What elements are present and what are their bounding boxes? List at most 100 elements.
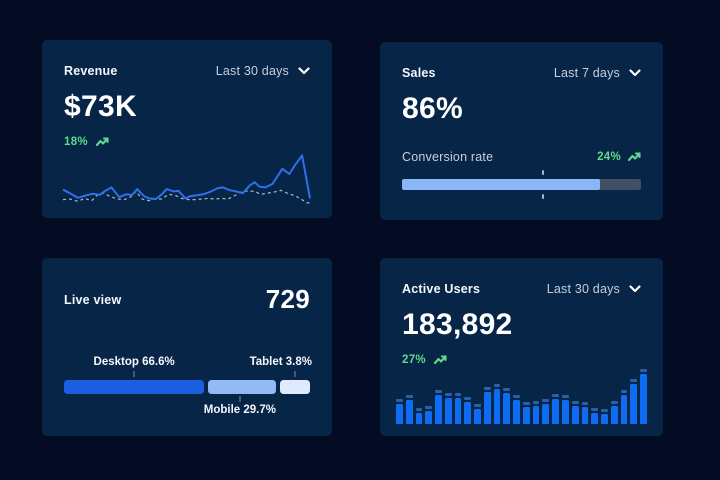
user-bar-body [503,393,511,424]
user-bar-cap [610,400,618,404]
device-segment-tablet [279,380,310,394]
progress-track [402,179,641,190]
user-bar-body [483,392,491,424]
user-bar-cap [435,389,442,393]
active-users-title: Active Users [402,282,481,296]
live-view-card: Live view 729 Desktop 66.6% Tablet 3.8% … [42,258,332,436]
user-bar-cap [522,402,530,406]
user-bar [620,368,628,424]
sales-range-selector[interactable]: Last 7 days [554,66,641,80]
user-bar-cap [581,401,589,405]
revenue-value: $73K [64,90,137,123]
sales-range-label: Last 7 days [553,66,620,80]
user-bar-cap [513,395,520,399]
user-bar-body [444,398,452,424]
active-users-range-label: Last 30 days [546,282,620,296]
user-bar [483,368,491,424]
user-bar [630,368,638,424]
user-bar-body [454,397,462,424]
trending-up-icon [95,136,109,148]
user-bar-body [493,388,501,424]
conversion-rate-row: Conversion rate 24% [402,150,641,164]
progress-marker-tick [542,170,544,175]
user-bar [552,368,560,424]
trending-up-icon [628,151,641,163]
user-bar-body [415,412,423,424]
user-bar-cap [640,368,647,372]
user-bar [542,368,550,424]
mobile-label: Mobile 29.7% [203,404,276,416]
conversion-progress [402,170,641,199]
live-view-header: Live view 729 [64,284,310,315]
progress-fill [402,179,601,190]
revenue-card: Revenue Last 30 days $73K 18% [42,40,332,218]
trending-up-icon [433,354,447,366]
user-bar [444,368,452,424]
user-bar-cap [571,400,579,404]
user-bar-cap [591,407,599,411]
user-bar-cap [474,403,481,407]
revenue-range-selector[interactable]: Last 30 days [216,64,310,78]
user-bar-cap [405,394,413,398]
user-bar-cap [620,389,628,393]
active-users-delta: 27% [402,354,641,366]
progress-marker-tick [542,194,544,199]
sales-card-header: Sales Last 7 days [402,66,641,80]
user-bar-body [425,410,433,424]
user-bar [640,368,647,424]
revenue-line-current [62,154,311,200]
user-bar-cap [444,393,452,397]
revenue-delta-pct: 18% [64,136,88,148]
conversion-rate-delta: 24% [597,151,641,163]
user-bar [396,368,403,424]
user-bar-body [620,394,628,424]
user-bar [610,368,618,424]
user-bar-cap [396,398,403,402]
revenue-line-previous [62,189,311,204]
user-bar-body [542,403,550,424]
user-bar [513,368,520,424]
user-bar-body [591,412,599,424]
device-split-chart: Desktop 66.6% Tablet 3.8% Mobile 29.7% [64,356,312,420]
user-bar-body [552,398,560,424]
user-bar [425,368,433,424]
user-bar-cap [454,392,462,396]
user-bar [591,368,599,424]
user-bar-body [396,403,403,424]
device-segment-mobile [208,380,276,394]
user-bar [405,368,413,424]
user-bar-cap [493,383,501,387]
user-bar-body [630,383,638,424]
chevron-down-icon [298,67,310,75]
user-bar-cap [425,405,433,409]
user-bar [493,368,501,424]
active-users-header: Active Users Last 30 days [402,282,641,296]
revenue-range-label: Last 30 days [215,64,289,78]
sales-card-title: Sales [402,66,436,80]
user-bar-cap [483,387,491,391]
user-bar-body [405,399,413,424]
user-bar [581,368,589,424]
active-users-range-selector[interactable]: Last 30 days [547,282,641,296]
user-bar [562,368,569,424]
live-view-title: Live view [64,292,122,307]
active-users-value: 183,892 [402,308,513,341]
user-bar [532,368,540,424]
device-segment-desktop [64,380,205,394]
user-bar [503,368,511,424]
user-bar-body [532,405,540,424]
tablet-label: Tablet 3.8% [249,356,312,368]
user-bar-cap [503,388,511,392]
chevron-down-icon [629,69,641,77]
revenue-delta: 18% [64,136,310,148]
conversion-delta-pct: 24% [597,151,621,163]
user-bar-body [435,394,442,424]
active-users-chart [396,368,647,424]
user-bar-cap [415,407,423,411]
user-bar-body [513,400,520,424]
user-bar-cap [601,408,608,412]
active-users-delta-pct: 27% [402,354,426,366]
user-bar-body [601,413,608,424]
user-bar [464,368,472,424]
device-bar [64,380,310,394]
